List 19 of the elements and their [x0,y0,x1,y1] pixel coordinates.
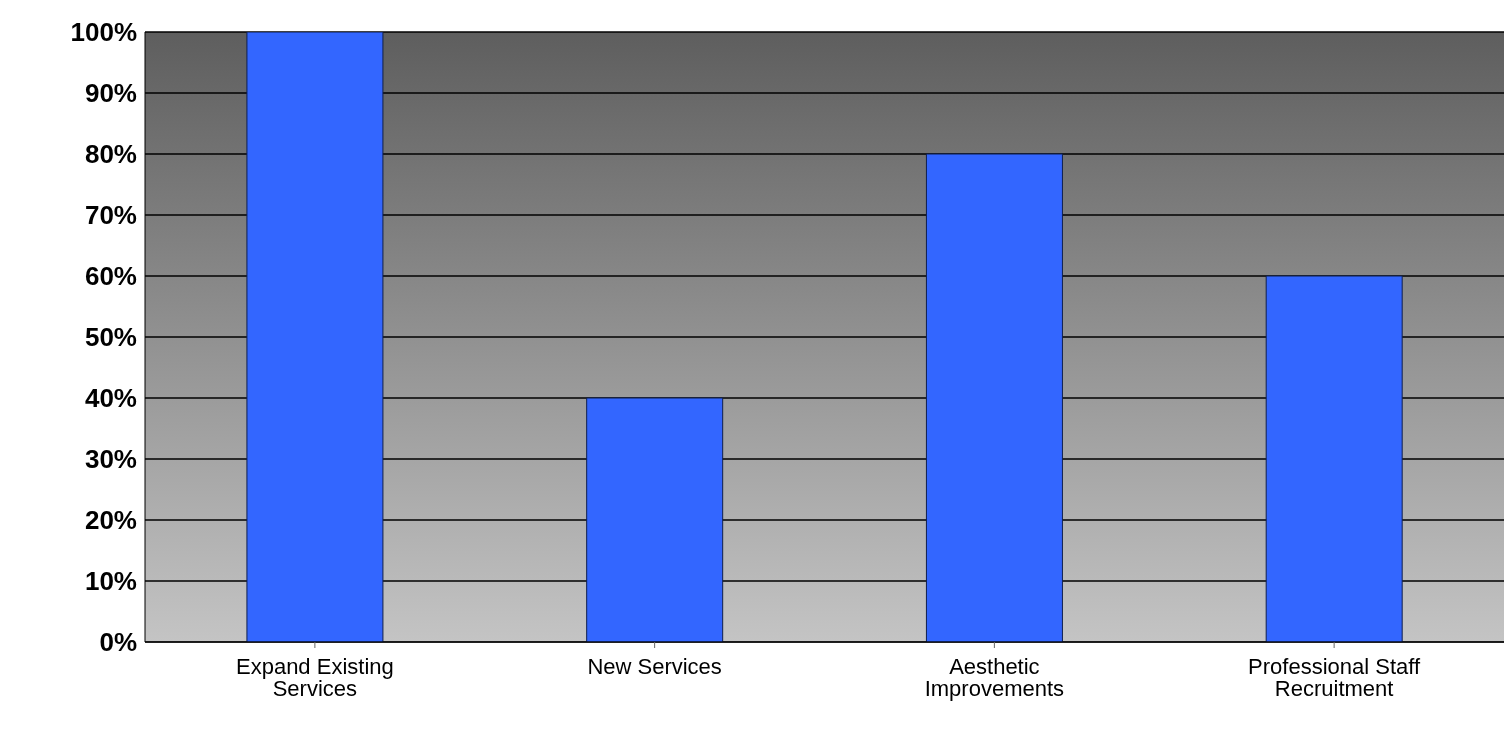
y-tick-label: 60% [84,261,137,292]
y-tick-label: 70% [84,200,137,231]
y-tick-label: 100% [70,17,137,48]
x-tick-label: Aesthetic Improvements [924,653,1065,701]
bar [246,32,384,642]
y-tick-label: 10% [84,566,137,597]
bar [586,397,724,642]
bar [925,153,1063,642]
x-tick-label: New Services [587,653,722,679]
x-tick-label: Professional Staff Recruitment [1248,653,1422,701]
y-tick-label: 80% [84,139,137,170]
y-tick-label: 90% [84,78,137,109]
x-tick-label: Expand Existing Services [235,653,394,701]
y-tick-label: 30% [84,444,137,475]
y-tick-label: 50% [84,322,137,353]
y-tick-label: 40% [84,383,137,414]
bar [1265,275,1403,642]
y-tick-label: 20% [84,505,137,536]
y-tick-label: 0% [99,627,137,658]
